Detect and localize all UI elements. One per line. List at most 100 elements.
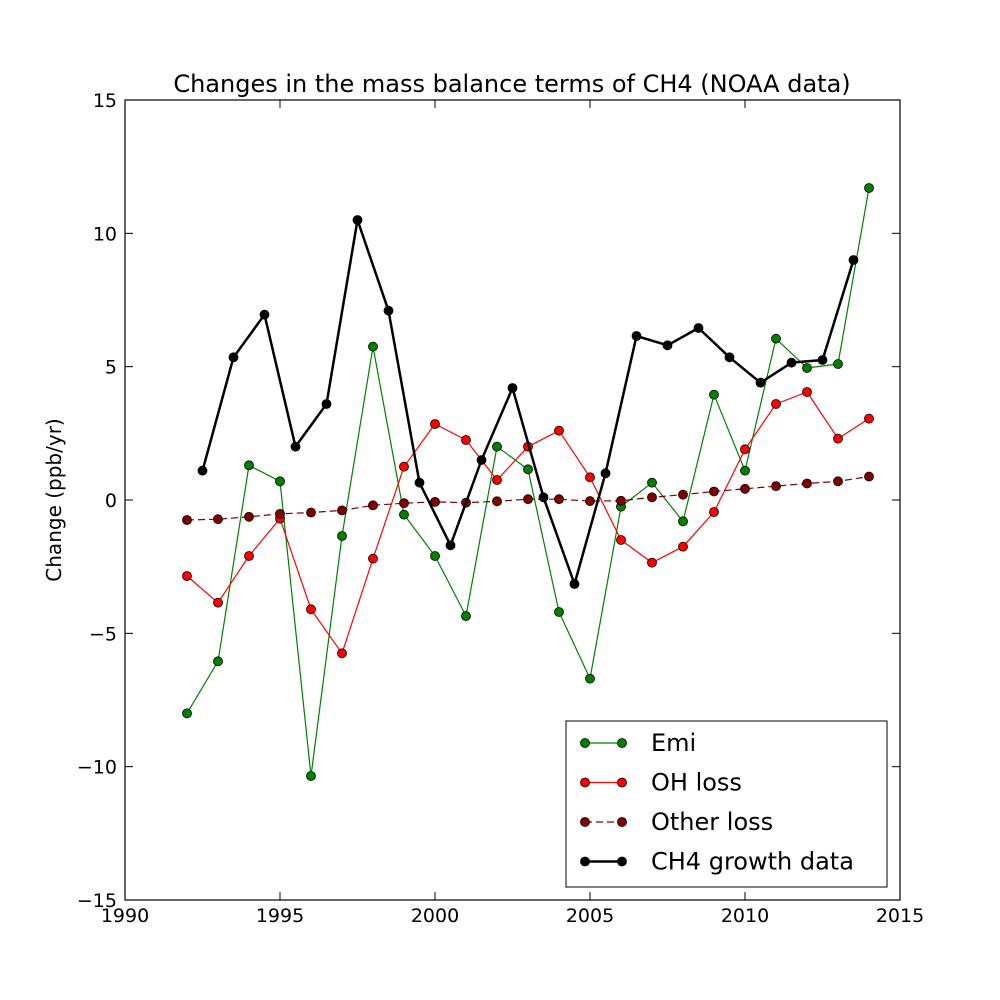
data-point [678,541,688,552]
data-point [306,507,316,518]
data-point [368,341,378,352]
legend-marker [580,738,590,748]
data-point [197,465,208,476]
data-point [259,309,270,320]
y-tick-label: −15 [77,890,117,912]
data-point [585,673,595,684]
data-point [368,553,378,564]
y-tick-label: −5 [89,623,117,645]
legend-marker [580,817,590,827]
legend-marker [580,777,590,788]
data-point [399,509,409,520]
y-tick-label: 0 [105,490,117,512]
y-tick-label: 10 [93,223,117,245]
data-point [647,557,657,568]
data-point [523,494,533,505]
data-point [554,425,564,436]
data-point [802,387,812,397]
data-point [647,492,657,503]
legend-label: CH4 growth data [651,848,854,876]
data-point [569,579,580,589]
data-point [585,496,595,506]
data-point [833,433,843,444]
data-point [864,413,874,424]
y-axis-label: Change (ppb/yr) [42,418,66,581]
x-tick-label: 2000 [411,905,459,927]
data-point [616,495,626,506]
data-point [554,494,564,505]
legend: Emi OH loss Other loss CH4 growth data [565,720,888,888]
data-point [461,435,471,445]
data-point [864,183,874,193]
data-point [213,597,223,608]
data-point [182,515,192,525]
data-point [538,492,549,503]
legend-marker [617,738,627,748]
legend-label: OH loss [651,769,742,797]
data-point [771,333,781,344]
legend-marker [580,856,590,867]
data-point [306,771,316,781]
data-point [430,496,440,507]
data-point [399,461,409,472]
data-point [492,475,502,485]
x-tick-label: 2015 [876,905,924,927]
data-point [321,399,332,409]
data-point [507,383,518,393]
data-point [275,476,285,487]
data-point [693,323,704,333]
data-point [430,419,440,429]
data-point [864,471,874,482]
data-point [244,551,254,561]
legend-label: Other loss [651,808,773,836]
legend-marker [617,817,627,827]
data-point [755,377,766,388]
series-ch4-growth-data [197,215,859,589]
data-point [275,508,285,519]
data-point [740,444,750,455]
data-point [430,551,440,561]
data-point [833,476,843,487]
data-point [244,511,254,522]
data-point [786,357,797,368]
data-point [740,465,750,476]
axes-frame [124,99,901,901]
data-point [337,505,347,516]
data-point [213,656,223,667]
legend-marker [617,856,627,867]
series-other-loss [182,471,874,525]
legend-label: Emi [651,729,696,757]
data-point [600,468,611,479]
x-tick-label: 1990 [101,905,149,927]
data-point [709,486,719,497]
data-point [833,359,843,369]
data-point [337,648,347,659]
data-point [802,478,812,489]
data-point [476,455,487,465]
plot-area: 1990 1995 2000 2005 2010 2015 −15 −10 −5 0 5 10 15 [77,90,924,927]
data-point [182,708,192,719]
data-point [554,607,564,617]
data-point [399,498,409,509]
data-point [492,441,502,452]
x-tick-label: 2010 [721,905,769,927]
data-point [352,215,363,225]
data-point [724,352,735,363]
data-point [678,516,688,527]
data-point [631,331,642,341]
data-point [662,340,673,351]
data-point [585,472,595,483]
data-point [817,355,828,365]
y-tick-label: 15 [93,90,117,112]
data-point [492,496,502,507]
series-line [201,218,855,586]
chart-title: Changes in the mass balance terms of CH4… [173,70,850,98]
y-tick-label: −10 [77,757,117,779]
data-point [848,255,859,265]
data-point [709,507,719,517]
data-point [182,571,192,581]
data-point [771,481,781,492]
data-point [616,535,626,545]
data-point [414,477,425,488]
